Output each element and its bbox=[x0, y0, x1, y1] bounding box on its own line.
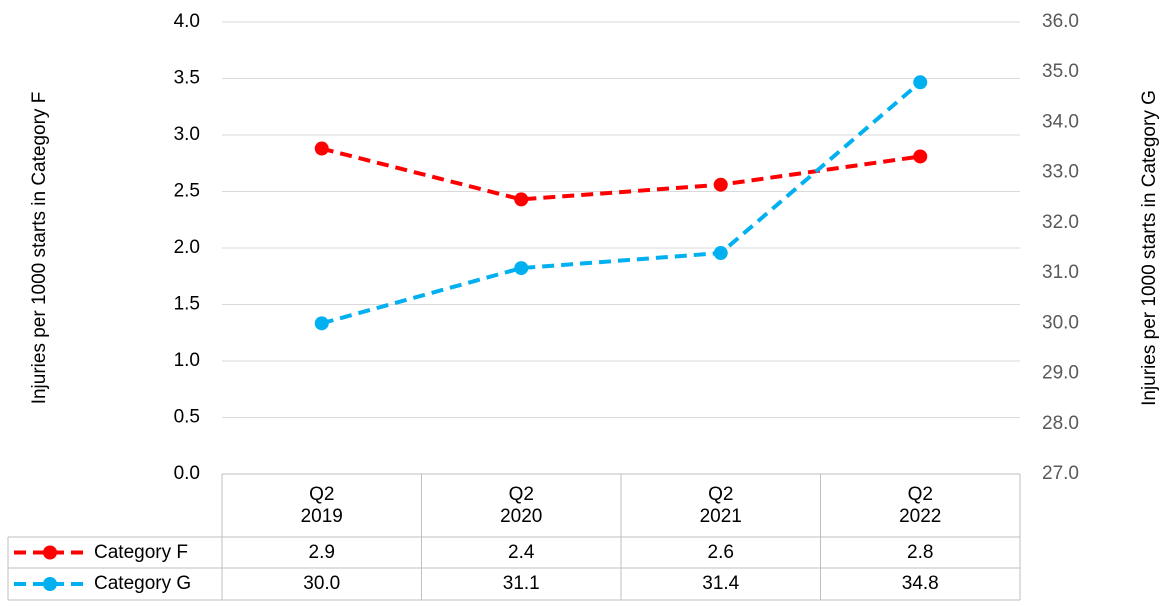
data-point bbox=[913, 75, 928, 90]
y-tick-label: 0.0 bbox=[174, 463, 200, 484]
table-value: 2.8 bbox=[907, 541, 934, 563]
y2-tick-label: 27.0 bbox=[1042, 463, 1079, 484]
data-point bbox=[514, 261, 529, 276]
series-line bbox=[321, 146, 921, 202]
y-tick-label: 0.5 bbox=[174, 407, 200, 428]
y-tick-label: 2.0 bbox=[174, 237, 200, 258]
category-label: Q2 2019 bbox=[300, 483, 343, 527]
table-value: 34.8 bbox=[901, 573, 939, 594]
data-point bbox=[913, 149, 928, 164]
y-tick-label: 2.5 bbox=[174, 181, 200, 202]
data-point bbox=[314, 316, 329, 331]
y2-tick-label: 35.0 bbox=[1042, 61, 1079, 82]
y2-tick-label: 36.0 bbox=[1042, 11, 1079, 32]
data-point bbox=[314, 141, 329, 156]
y2-tick-label: 33.0 bbox=[1042, 162, 1079, 183]
y2-tick-label: 34.0 bbox=[1042, 111, 1079, 132]
table-value: 31.1 bbox=[502, 573, 540, 594]
legend-marker bbox=[43, 577, 57, 591]
category-label: Q2 2020 bbox=[500, 483, 543, 527]
table-value: 2.4 bbox=[508, 541, 535, 563]
y2-tick-label: 31.0 bbox=[1042, 262, 1079, 283]
table-value: 30.0 bbox=[303, 573, 341, 594]
table-value: 2.6 bbox=[707, 541, 734, 563]
y2-tick-label: 32.0 bbox=[1042, 212, 1079, 233]
y2-tick-label: 28.0 bbox=[1042, 413, 1079, 434]
table-value: 2.9 bbox=[308, 541, 335, 563]
y-tick-label: 4.0 bbox=[174, 11, 200, 32]
y-tick-label: 1.0 bbox=[174, 350, 200, 371]
y-tick-label: 3.5 bbox=[174, 68, 200, 89]
series-line bbox=[321, 80, 922, 326]
category-label: Q2 2022 bbox=[899, 483, 942, 527]
table-value: 31.4 bbox=[702, 573, 740, 594]
y2-axis-title: Injuries per 1000 starts in Category G bbox=[1139, 90, 1160, 406]
y-tick-label: 1.5 bbox=[174, 294, 200, 315]
category-label: Q2 2021 bbox=[699, 483, 742, 527]
data-point bbox=[514, 192, 529, 207]
legend-label: Category G bbox=[94, 573, 192, 594]
y2-tick-label: 29.0 bbox=[1042, 363, 1079, 384]
y-axis-title: Injuries per 1000 starts in Category F bbox=[29, 92, 50, 405]
y2-tick-label: 30.0 bbox=[1042, 312, 1079, 333]
legend-marker bbox=[43, 545, 57, 560]
y-tick-label: 3.0 bbox=[174, 124, 200, 145]
data-point bbox=[713, 177, 728, 192]
legend-label: Category F bbox=[94, 541, 188, 563]
data-point bbox=[713, 246, 728, 261]
